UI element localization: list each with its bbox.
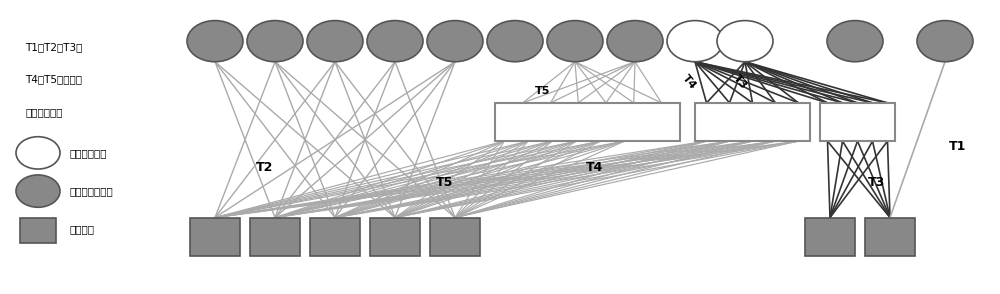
Text: T3: T3: [867, 176, 885, 189]
Text: T3: T3: [731, 73, 749, 91]
Ellipse shape: [16, 175, 60, 207]
Bar: [695, 103, 810, 141]
Bar: [430, 218, 480, 256]
Text: T4: T4: [586, 161, 604, 174]
Ellipse shape: [487, 21, 543, 62]
Ellipse shape: [667, 21, 723, 62]
Text: T4、T5分别表示: T4、T5分别表示: [25, 74, 82, 84]
Text: T1: T1: [949, 141, 967, 153]
Text: T1、T2、T3、: T1、T2、T3、: [25, 42, 82, 52]
Text: T4: T4: [680, 73, 698, 91]
Ellipse shape: [307, 21, 363, 62]
Bar: [805, 218, 855, 256]
Ellipse shape: [427, 21, 483, 62]
Bar: [370, 218, 420, 256]
Text: 未删除变量节点: 未删除变量节点: [70, 186, 114, 196]
Ellipse shape: [827, 21, 883, 62]
Text: 校验节点: 校验节点: [70, 224, 95, 234]
Bar: [865, 218, 915, 256]
Ellipse shape: [187, 21, 243, 62]
Bar: [20, 218, 56, 243]
Bar: [250, 218, 300, 256]
Bar: [820, 103, 895, 141]
Ellipse shape: [547, 21, 603, 62]
Text: 五种类边的边: 五种类边的边: [25, 107, 62, 117]
Text: 删除变量节点: 删除变量节点: [70, 148, 108, 158]
Ellipse shape: [16, 137, 60, 169]
Bar: [310, 218, 360, 256]
Bar: [190, 218, 240, 256]
Text: T5: T5: [535, 86, 551, 96]
Ellipse shape: [367, 21, 423, 62]
Ellipse shape: [917, 21, 973, 62]
Ellipse shape: [607, 21, 663, 62]
Text: T5: T5: [436, 176, 454, 189]
Bar: [495, 103, 680, 141]
Text: T2: T2: [256, 161, 274, 174]
Ellipse shape: [247, 21, 303, 62]
Ellipse shape: [717, 21, 773, 62]
